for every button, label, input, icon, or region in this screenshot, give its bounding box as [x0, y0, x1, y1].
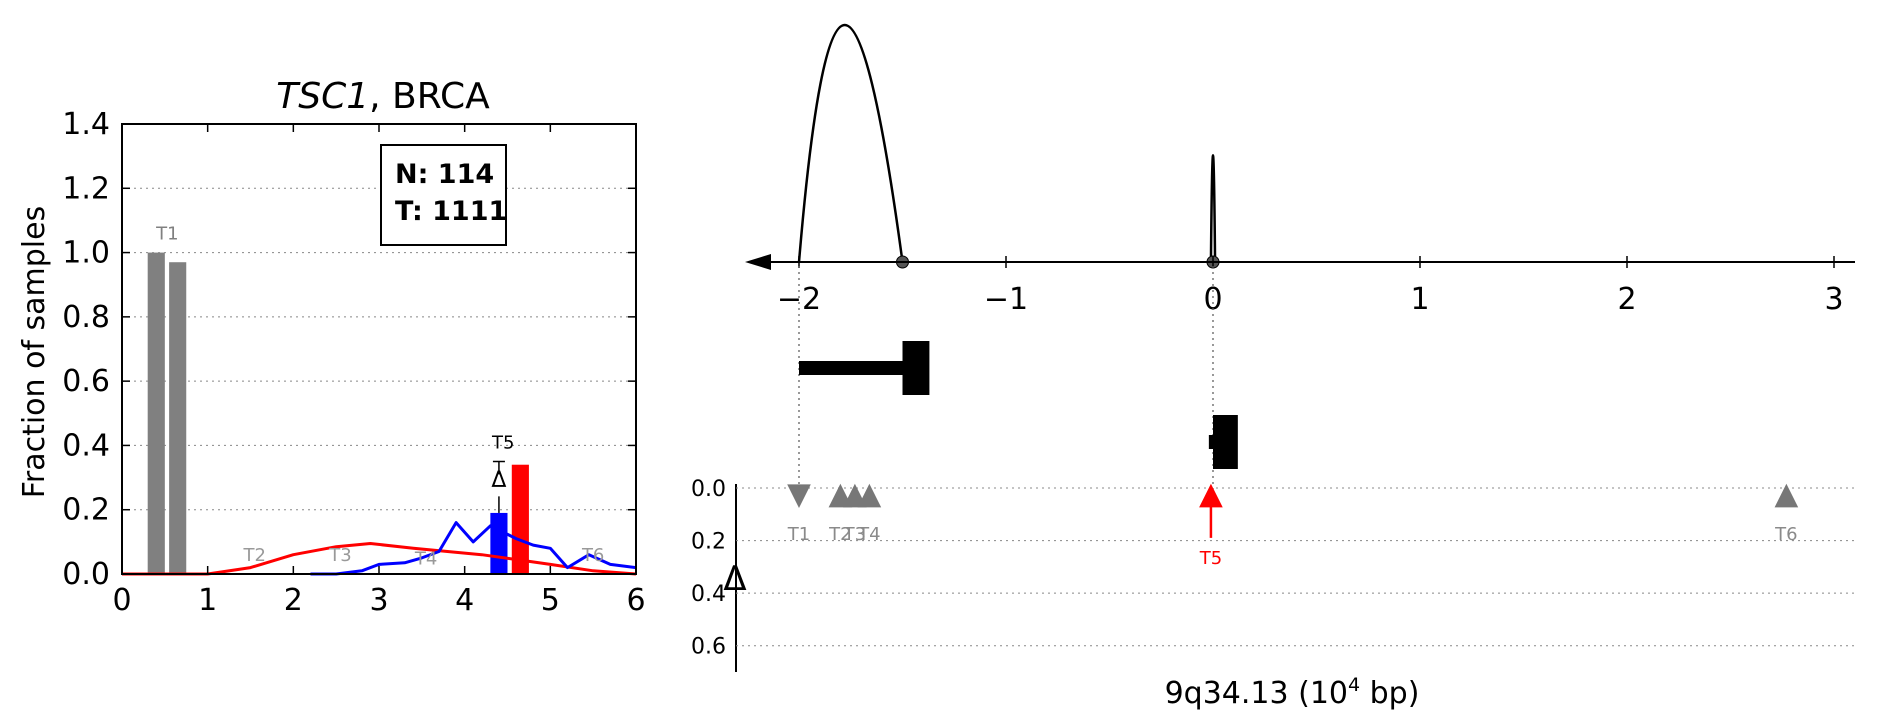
- delta-marker-label: T4: [857, 524, 880, 545]
- genomic-x-tick-label: 2: [1617, 282, 1636, 317]
- delta-marker-label: T3: [843, 524, 866, 545]
- left-y-tick-label: 0.4: [62, 428, 110, 463]
- bar-normal: [169, 262, 187, 574]
- delta-y-tick-label: 0.4: [691, 582, 726, 607]
- genomic-axis-label-unit: bp): [1360, 676, 1419, 711]
- left-x-tick-label: 2: [284, 583, 303, 618]
- left-y-tick-label: 1.0: [62, 236, 110, 271]
- title-gene-name: TSC1: [276, 76, 369, 117]
- left-x-tick-label: 4: [455, 583, 474, 618]
- left-chart-title: TSC1, BRCA: [276, 76, 490, 117]
- series-line-tumor: [122, 542, 637, 576]
- left-x-tick-label: 3: [369, 583, 388, 618]
- faint-transcript-label: T6: [581, 545, 604, 566]
- delta-y-tick-label: 0.0: [691, 477, 726, 502]
- transcript-exon: [1213, 415, 1238, 469]
- legend-frame: [380, 144, 507, 246]
- splice-arc: [1209, 154, 1217, 263]
- left-y-axis-label: Fraction of samples: [17, 206, 52, 498]
- transcript-exon: [902, 341, 930, 395]
- genomic-x-tick-label: 0: [1203, 282, 1222, 317]
- delta-marker-label: T2: [828, 524, 851, 545]
- genomic-x-tick-label: −1: [984, 282, 1028, 317]
- axis-arrow-left-icon: [745, 254, 771, 270]
- left-ticks: 0.0 0.2 0.4 0.6 0.8 1.0 1.2 1.4 0 1 2 3 4 5 6: [62, 107, 645, 618]
- transcript-models: [799, 341, 1238, 469]
- left-bars: [147, 252, 529, 575]
- genomic-axis-label: 9q34.13 (104 bp): [1165, 674, 1420, 711]
- delta-marker-t2-icon: [828, 483, 853, 508]
- delta-marker-label: T6: [1774, 524, 1797, 545]
- delta-marker-t1-icon: [787, 484, 811, 509]
- title-cohort: , BRCA: [369, 76, 490, 117]
- genomic-x-tick-label: 1: [1410, 282, 1429, 317]
- genomic-axis-label-main: 9q34.13 (10: [1165, 676, 1348, 711]
- delta-y-tick-label: 0.6: [691, 635, 726, 660]
- legend-box: N: 114 T: 1111: [380, 144, 507, 246]
- delta-y-tick-label: 0.2: [691, 530, 726, 555]
- splice-arc: [797, 23, 904, 263]
- series-line-sample: [310, 521, 637, 576]
- bar-normal: [147, 252, 165, 575]
- left-plot-frame: [121, 123, 637, 575]
- genomic-x-tick-label: 3: [1824, 282, 1843, 317]
- left-y-tick-label: 0.0: [62, 557, 110, 592]
- legend-n-count: N: 114: [395, 159, 494, 190]
- delta-marker-t6-icon: [1774, 483, 1799, 508]
- delta-label-bg: [488, 474, 509, 497]
- delta-marker-t3-icon: [843, 483, 867, 508]
- left-x-tick-label: 1: [198, 583, 217, 618]
- faint-transcript-label: T2: [243, 545, 266, 566]
- bar-label: T5: [491, 433, 514, 454]
- bar-label: T1: [155, 224, 178, 245]
- splice-arcs: [797, 23, 1220, 269]
- bar-tumor: [511, 464, 529, 574]
- left-y-tick-label: 1.4: [62, 107, 110, 142]
- left-x-tick-label: 5: [541, 583, 560, 618]
- genomic-axis-label-exponent: 4: [1348, 674, 1360, 696]
- delta-marker-label: T1: [787, 524, 810, 545]
- delta-marker-t4-icon: [857, 483, 882, 508]
- legend-t-count: T: 1111: [395, 196, 507, 227]
- faint-transcript-label: T3: [328, 545, 351, 566]
- genomic-axis: −2 −1 0 1 2 3: [745, 254, 1855, 317]
- delta-marker-label: T5: [1199, 548, 1222, 569]
- left-y-tick-label: 0.6: [62, 364, 110, 399]
- delta-marker-t5-icon: [1199, 483, 1223, 508]
- left-x-tick-label: 6: [626, 583, 645, 618]
- genomic-x-tick-label: −2: [777, 282, 821, 317]
- left-bar-labels: T1 T5 T2 T3 T4 T6 Δ: [155, 224, 604, 570]
- delta-symbol: Δ: [491, 468, 506, 493]
- faint-transcript-label: T4: [414, 548, 437, 569]
- bar-sample: [490, 512, 508, 574]
- transcript-intron: [799, 361, 903, 375]
- left-x-tick-label: 0: [112, 583, 131, 618]
- left-y-tick-label: 0.2: [62, 493, 110, 528]
- left-y-tick-label: 0.8: [62, 300, 110, 335]
- delta-axis-label: Δ: [723, 559, 746, 599]
- left-gridlines: [122, 187, 636, 511]
- left-y-tick-label: 1.2: [62, 171, 110, 206]
- left-series-lines: [122, 521, 637, 576]
